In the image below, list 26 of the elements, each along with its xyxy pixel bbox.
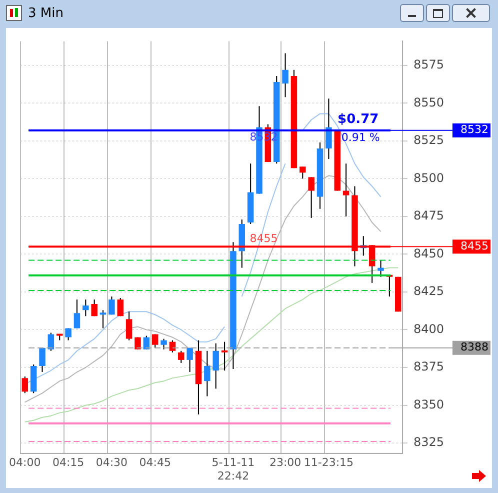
y-tick-label: 8475 (413, 208, 444, 223)
y-tick-label: 8500 (413, 170, 444, 185)
annotation: $0.77 (338, 112, 379, 127)
ref-line-label: 8388 (460, 340, 488, 354)
x-tick-label: 04:15 (52, 456, 84, 470)
ref-line-label: 8532 (460, 123, 488, 136)
y-tick-label: 8350 (413, 397, 444, 412)
x-tick-label: 5-11-11 22:42 (212, 456, 255, 482)
x-tick-label: 04:30 (96, 456, 128, 470)
y-tick-label: 8450 (413, 246, 444, 260)
chart-title: 3 Min (28, 6, 64, 20)
y-tick-label: 8375 (413, 360, 444, 374)
y-tick-label: 8525 (413, 133, 444, 148)
x-tick-label: 23:00 (269, 456, 302, 470)
x-tick-label: 11-23:15 (304, 456, 354, 470)
y-tick-label: 8325 (413, 435, 444, 450)
x-tick-label: 04:45 (139, 456, 171, 470)
ref-line-label: 8455 (460, 240, 488, 253)
y-tick-label: 8550 (413, 95, 444, 110)
annotation: 8455 (250, 232, 278, 245)
x-tick-label: 04:00 (9, 456, 41, 470)
y-tick-label: 8575 (413, 57, 444, 72)
y-tick-label: 8400 (413, 322, 444, 336)
annotation: 0.91 % (341, 130, 380, 144)
annotation: 8532 (250, 130, 278, 144)
y-tick-label: 8425 (413, 284, 444, 298)
